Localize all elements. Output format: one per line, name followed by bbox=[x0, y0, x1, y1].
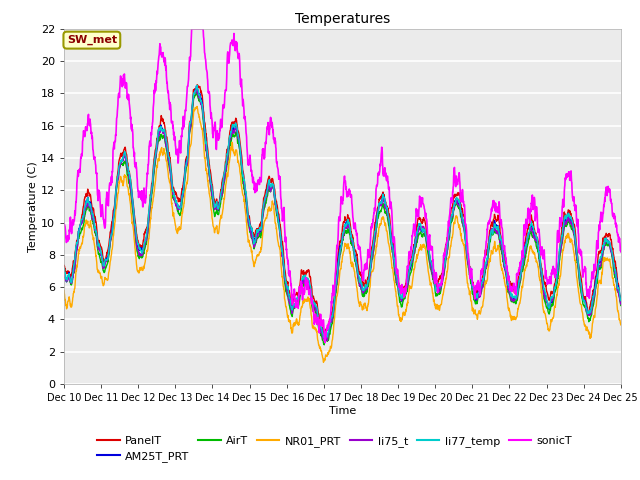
li77_temp bbox=[617, 298, 625, 303]
NR01_PRT bbox=[319, 360, 327, 365]
NR01_PRT bbox=[359, 303, 367, 309]
li77_temp bbox=[584, 311, 591, 316]
AirT bbox=[584, 315, 591, 321]
AirT bbox=[193, 89, 200, 95]
sonicT bbox=[216, 132, 223, 138]
li77_temp bbox=[371, 228, 379, 234]
li75_t bbox=[505, 286, 513, 292]
PanelT bbox=[60, 263, 68, 268]
Text: SW_met: SW_met bbox=[67, 35, 117, 45]
PanelT bbox=[321, 331, 328, 336]
Title: Temperatures: Temperatures bbox=[295, 12, 390, 26]
Line: li77_temp: li77_temp bbox=[64, 85, 621, 338]
NR01_PRT bbox=[60, 288, 68, 293]
sonicT bbox=[568, 188, 576, 193]
li75_t bbox=[584, 311, 591, 317]
li75_t bbox=[323, 338, 331, 344]
AirT bbox=[321, 342, 328, 348]
AM25T_PRT bbox=[359, 288, 367, 294]
AirT bbox=[617, 302, 625, 308]
Line: NR01_PRT: NR01_PRT bbox=[64, 107, 621, 362]
sonicT bbox=[60, 220, 68, 226]
NR01_PRT bbox=[193, 104, 201, 109]
li77_temp bbox=[359, 287, 367, 293]
PanelT bbox=[505, 275, 513, 280]
PanelT bbox=[359, 281, 367, 287]
AirT bbox=[505, 288, 513, 293]
NR01_PRT bbox=[371, 252, 379, 258]
li75_t bbox=[617, 301, 625, 307]
NR01_PRT bbox=[617, 322, 625, 328]
AirT bbox=[216, 205, 223, 211]
AirT bbox=[60, 271, 68, 277]
NR01_PRT bbox=[568, 239, 576, 245]
li75_t bbox=[193, 87, 201, 93]
NR01_PRT bbox=[505, 307, 513, 312]
Legend: PanelT, AM25T_PRT, AirT, NR01_PRT, li75_t, li77_temp, sonicT: PanelT, AM25T_PRT, AirT, NR01_PRT, li75_… bbox=[97, 436, 572, 462]
sonicT bbox=[617, 249, 625, 254]
Y-axis label: Temperature (C): Temperature (C) bbox=[28, 161, 38, 252]
sonicT bbox=[188, 26, 195, 32]
li75_t bbox=[60, 269, 68, 275]
AM25T_PRT bbox=[584, 308, 591, 314]
PanelT bbox=[216, 198, 223, 204]
Line: sonicT: sonicT bbox=[64, 29, 621, 343]
sonicT bbox=[505, 275, 513, 280]
li77_temp bbox=[216, 200, 223, 205]
li75_t bbox=[359, 288, 367, 294]
AirT bbox=[568, 227, 576, 232]
li77_temp bbox=[60, 265, 68, 271]
li77_temp bbox=[193, 83, 201, 88]
Line: AirT: AirT bbox=[64, 92, 621, 345]
X-axis label: Time: Time bbox=[329, 406, 356, 416]
sonicT bbox=[584, 293, 591, 299]
li75_t bbox=[371, 233, 379, 239]
Line: li75_t: li75_t bbox=[64, 90, 621, 341]
li75_t bbox=[216, 199, 223, 205]
AirT bbox=[371, 237, 379, 242]
PanelT bbox=[584, 308, 591, 314]
sonicT bbox=[321, 340, 329, 346]
AM25T_PRT bbox=[505, 284, 513, 290]
li77_temp bbox=[321, 335, 328, 341]
li75_t bbox=[568, 222, 576, 228]
AirT bbox=[359, 292, 367, 298]
li77_temp bbox=[568, 218, 576, 224]
AM25T_PRT bbox=[371, 230, 379, 236]
AM25T_PRT bbox=[617, 300, 625, 306]
NR01_PRT bbox=[216, 222, 223, 228]
PanelT bbox=[617, 296, 625, 302]
AM25T_PRT bbox=[568, 219, 576, 225]
Line: PanelT: PanelT bbox=[64, 85, 621, 334]
AM25T_PRT bbox=[321, 336, 328, 342]
NR01_PRT bbox=[584, 326, 591, 332]
AM25T_PRT bbox=[60, 270, 68, 276]
Line: AM25T_PRT: AM25T_PRT bbox=[64, 85, 621, 339]
AM25T_PRT bbox=[216, 200, 223, 205]
PanelT bbox=[193, 82, 201, 88]
sonicT bbox=[359, 273, 367, 278]
AM25T_PRT bbox=[193, 83, 201, 88]
PanelT bbox=[568, 216, 576, 221]
li77_temp bbox=[505, 282, 513, 288]
sonicT bbox=[371, 206, 379, 212]
PanelT bbox=[371, 220, 379, 226]
